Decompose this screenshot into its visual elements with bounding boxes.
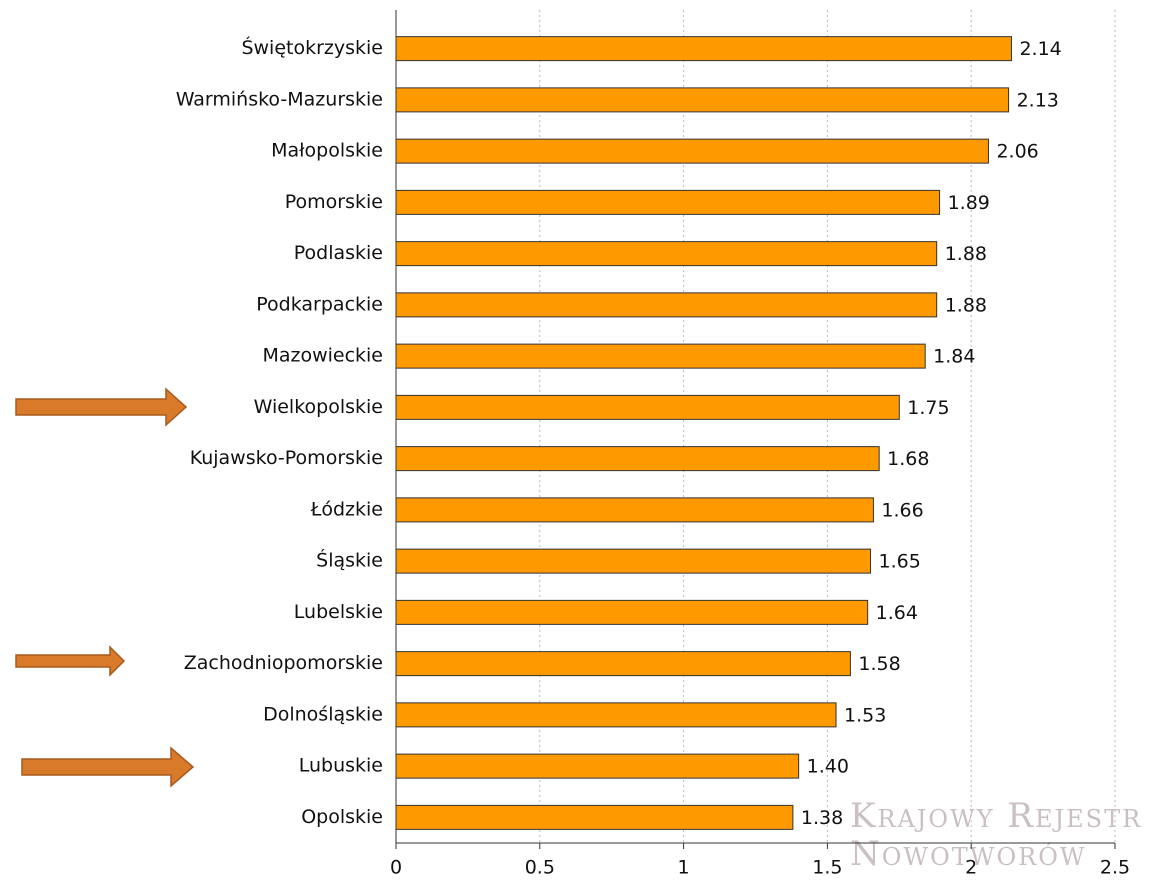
bar bbox=[395, 138, 989, 164]
bar bbox=[395, 292, 938, 318]
value-label: 1.66 bbox=[881, 499, 923, 521]
bar bbox=[395, 394, 900, 420]
value-label: 2.13 bbox=[1017, 89, 1059, 111]
value-label: 1.89 bbox=[948, 192, 990, 214]
value-label: 2.14 bbox=[1019, 38, 1061, 60]
value-label: 1.38 bbox=[801, 807, 843, 829]
bar bbox=[395, 36, 1012, 62]
bar bbox=[395, 548, 872, 574]
x-tick-label: 0.5 bbox=[525, 857, 555, 879]
bar bbox=[395, 241, 938, 267]
y-tick-label: Świętokrzyskie bbox=[241, 35, 383, 59]
value-label: 1.75 bbox=[907, 397, 949, 419]
y-tick-label: Lubelskie bbox=[294, 601, 383, 623]
bar bbox=[395, 599, 869, 625]
value-label: 1.88 bbox=[945, 243, 987, 265]
value-label: 2.06 bbox=[996, 141, 1038, 163]
y-tick-label: Podkarpackie bbox=[256, 293, 383, 315]
x-tick-label: 0 bbox=[390, 857, 402, 879]
bar bbox=[395, 497, 874, 523]
y-tick-label: Mazowieckie bbox=[262, 345, 383, 367]
y-tick-label: Kujawsko-Pomorskie bbox=[190, 447, 383, 469]
bar bbox=[395, 343, 926, 369]
y-tick-label: Wielkopolskie bbox=[254, 396, 383, 418]
arrow bbox=[15, 387, 188, 427]
watermark-line: Krajowy Rejestr bbox=[850, 796, 1142, 836]
x-tick-label: 2 bbox=[965, 857, 977, 879]
bar bbox=[395, 446, 880, 472]
watermark-line: Nowotworów bbox=[850, 834, 1087, 874]
x-tick-label: 1 bbox=[678, 857, 690, 879]
y-tick-label: Pomorskie bbox=[285, 191, 383, 213]
bar bbox=[395, 753, 800, 779]
value-label: 1.88 bbox=[945, 294, 987, 316]
arrow bbox=[21, 746, 195, 788]
arrows bbox=[15, 387, 195, 788]
arrow bbox=[15, 645, 126, 677]
y-tick-label: Łódzkie bbox=[310, 498, 383, 520]
bar bbox=[395, 189, 941, 215]
value-label: 1.64 bbox=[876, 602, 918, 624]
value-label: 1.58 bbox=[858, 653, 900, 675]
x-tick-label: 1.5 bbox=[812, 857, 842, 879]
bar bbox=[395, 702, 837, 728]
bar bbox=[395, 87, 1010, 113]
y-tick-label: Śląskie bbox=[316, 548, 383, 572]
y-tick-label: Małopolskie bbox=[271, 140, 383, 162]
y-tick-label: Lubuskie bbox=[299, 755, 383, 777]
value-label: 1.40 bbox=[807, 756, 849, 778]
value-label: 1.65 bbox=[879, 551, 921, 573]
y-tick-label: Opolskie bbox=[301, 806, 383, 828]
y-tick-label: Podlaskie bbox=[294, 242, 383, 264]
value-label: 1.53 bbox=[844, 704, 886, 726]
bar bbox=[395, 651, 851, 677]
value-label: 1.84 bbox=[933, 346, 975, 368]
y-tick-label: Zachodniopomorskie bbox=[184, 652, 383, 674]
value-label: 1.68 bbox=[887, 448, 929, 470]
bar bbox=[395, 804, 794, 830]
x-tick-label: 2.5 bbox=[1100, 857, 1130, 879]
y-tick-label: Warmińsko-Mazurskie bbox=[176, 88, 383, 110]
y-tick-label: Dolnośląskie bbox=[263, 703, 383, 725]
